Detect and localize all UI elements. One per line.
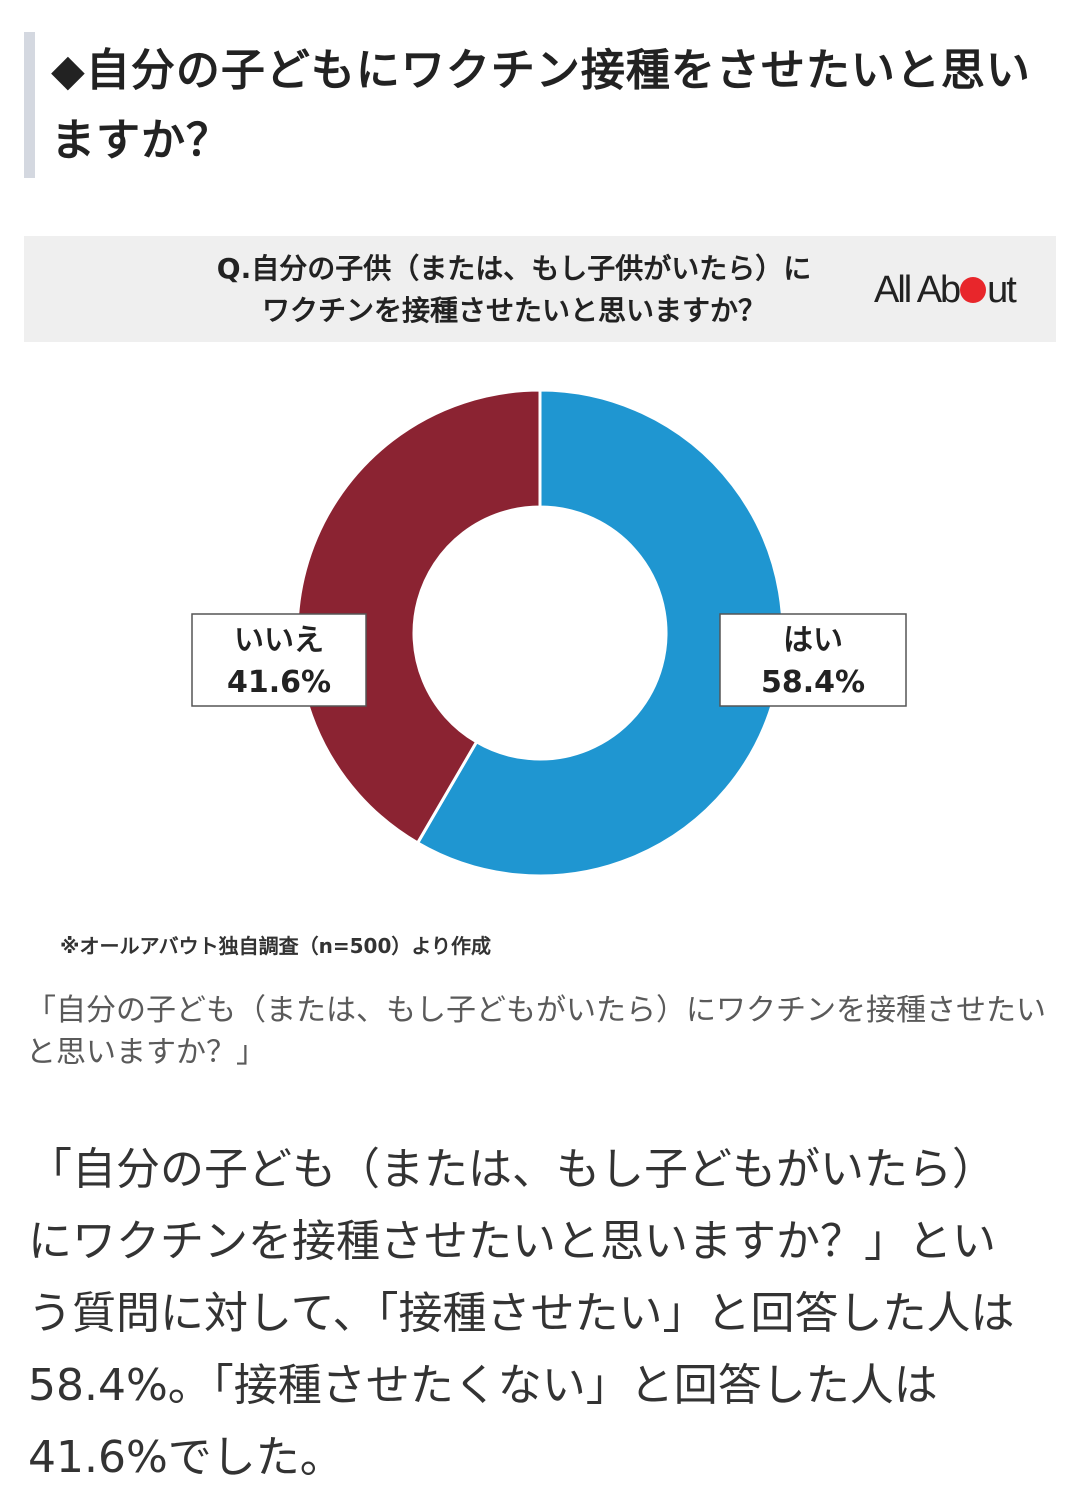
source-note: ※オールアバウト独自調査（n=500）より作成 (60, 934, 491, 958)
allabout-logo: All Ab ut (874, 266, 1017, 314)
logo-text-right: ut (987, 269, 1017, 311)
figure-header: Q.自分の子供（または、もし子供がいたら）に ワクチンを接種させたいと思いますか… (24, 236, 1056, 342)
slice-label-value-1: 41.6% (227, 665, 331, 700)
logo-dot-icon (960, 277, 987, 303)
figure-title-line2: ワクチンを接種させたいと思いますか？ (261, 294, 766, 327)
pie-slice-0 (415, 388, 785, 878)
figure-title-line1: Q.自分の子供（または、もし子供がいたら）に (216, 252, 812, 285)
slice-label-1: いいえ 41.6% (191, 613, 367, 707)
donut-chart: はい 58.4% いいえ 41.6% (191, 388, 907, 878)
figure-title: Q.自分の子供（または、もし子供がいたら）に ワクチンを接種させたいと思いますか… (154, 248, 874, 332)
article-paragraph: 「自分の子ども（または、もし子どもがいたら）にワクチンを接種させたいと思いますか… (28, 1144, 1015, 1483)
slice-label-name-1: いいえ (234, 623, 324, 658)
slice-label-value-0: 58.4% (761, 665, 865, 700)
figure-caption: 「自分の子ども（または、もし子どもがいたら）にワクチンを接種させたいと思いますか… (26, 993, 1046, 1070)
slice-label-0: はい 58.4% (719, 613, 907, 707)
slice-label-name-0: はい (783, 623, 843, 658)
slice-label-box-0 (719, 613, 907, 707)
slice-label-box-1 (191, 613, 367, 707)
section-heading: ◆自分の子どもにワクチン接種をさせたいと思いますか？ (24, 32, 1060, 178)
logo-text-left: All Ab (874, 269, 961, 311)
survey-figure: Q.自分の子供（または、もし子供がいたら）に ワクチンを接種させたいと思いますか… (24, 236, 1056, 976)
